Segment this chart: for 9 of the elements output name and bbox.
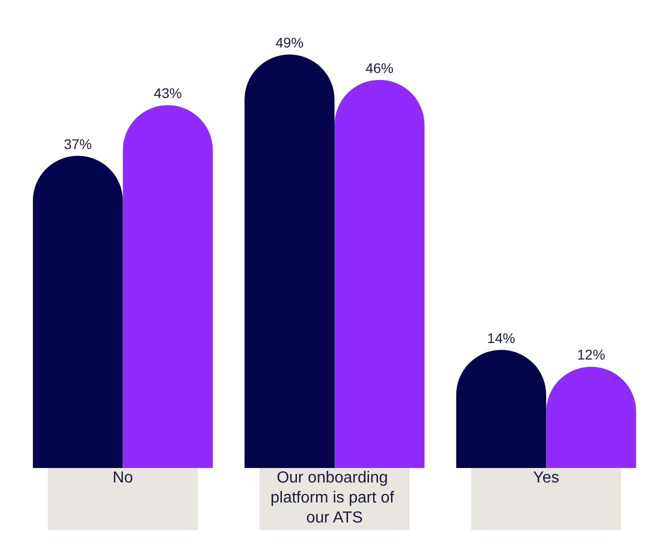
- data-label: 49%: [276, 34, 304, 51]
- x-tick-label: Yes: [533, 470, 560, 486]
- data-label: 46%: [365, 60, 394, 76]
- data-label: 37%: [64, 136, 92, 152]
- data-label: 14%: [487, 330, 516, 346]
- data-label: 43%: [154, 85, 182, 102]
- data-label: 12%: [577, 346, 606, 363]
- x-tick-label: No: [112, 470, 134, 486]
- x-tick-label: Our onboarding platform is part of our ATS: [270, 470, 399, 526]
